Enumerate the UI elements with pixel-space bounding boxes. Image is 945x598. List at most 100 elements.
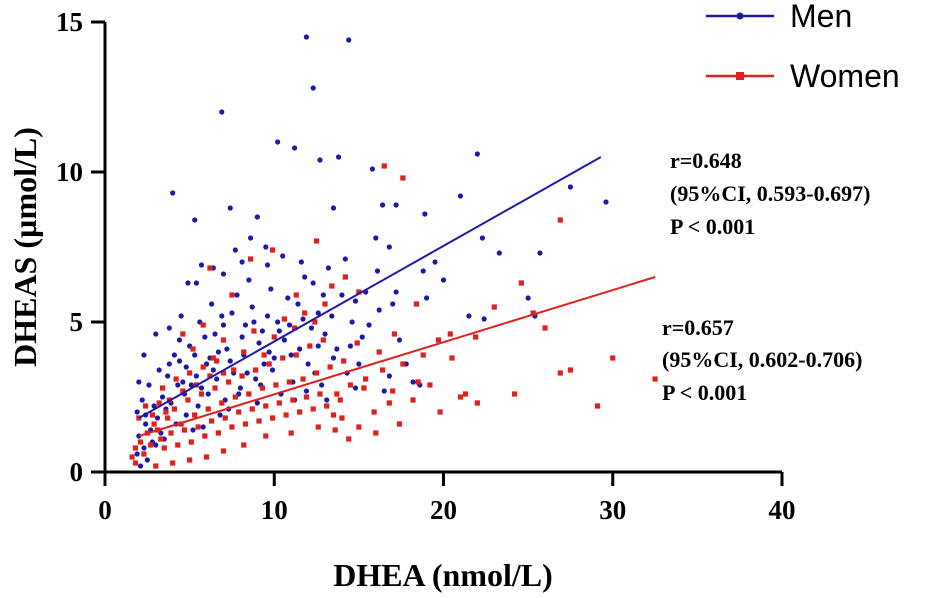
women-data-point [256,418,262,424]
men-data-point [537,250,543,256]
women-data-point [303,394,310,400]
women-data-point [151,421,157,427]
women-data-point [222,415,228,421]
women-data-point [300,376,306,382]
women-data-point [190,346,196,352]
men-data-point [381,388,387,394]
men-data-point [479,235,486,241]
women-data-point [141,451,147,457]
men-data-point [525,295,531,301]
women-data-point [188,439,194,445]
women-data-point [210,355,216,361]
women-data-point [220,370,227,376]
men-data-point [205,391,211,397]
men-data-point [366,322,372,328]
women-data-point [198,391,205,397]
men-data-point [317,157,323,163]
fit-lines [138,156,656,437]
women-data-point [143,403,149,409]
women-data-point [652,376,658,382]
women-data-point [207,265,213,271]
women-data-point [356,424,362,430]
women-data-point [241,349,247,355]
women-data-point [239,373,245,379]
women-data-point [415,379,421,385]
men-ci: (95%CI, 0.593-0.697) [670,181,870,206]
women-data-point [187,370,193,376]
women-data-point [266,361,272,367]
men-data-point [254,214,260,220]
men-data-point [298,259,304,265]
men-data-point [232,247,238,253]
women-data-point [379,367,386,373]
men-data-point [352,385,359,391]
women-data-point [449,355,455,361]
legend-men-label: Men [790,0,852,34]
men-data-point [183,364,189,370]
women-data-point [200,364,206,370]
women-data-point [215,430,221,436]
men-data-point [315,310,321,316]
women-data-point [158,436,164,442]
men-data-point [214,376,220,382]
women-data-point [462,391,469,397]
men-data-point [176,337,183,343]
men-data-point [303,388,310,394]
men-data-point [183,412,189,418]
men-data-point [285,295,291,301]
women-data-point [156,400,162,406]
men-data-point [335,154,342,160]
men-data-point [256,340,262,346]
x-tick-label: 20 [430,495,457,525]
women-data-point [320,337,326,343]
men-data-point [308,325,315,331]
women-data-point [334,391,340,397]
women-data-point [373,430,379,436]
women-data-point [396,421,403,427]
women-data-point [163,409,169,415]
men-data-point [156,367,162,373]
men-data-point [143,421,149,427]
men-data-point [185,280,191,286]
women-data-point [173,376,179,382]
women-data-point [263,433,269,439]
men-data-point [295,301,301,307]
women-data-point [269,415,276,421]
women-data-point [315,424,321,430]
women-data-point [322,301,328,307]
men-r-value: r=0.648 [670,148,742,173]
men-data-point [481,316,487,322]
women-data-point [231,367,237,373]
men-data-point [134,451,140,457]
men-data-point [166,361,172,367]
women-data-point [594,403,601,409]
women-data-point [249,406,255,412]
men-data-point [134,409,140,415]
men-data-point [349,319,355,325]
men-data-point [269,367,276,373]
men-fit-line [138,156,602,419]
women-data-point [390,388,396,394]
men-data-point [176,358,183,364]
men-data-point [268,286,274,292]
men-data-point [237,385,243,391]
women-data-point [165,415,171,421]
women-data-point [153,463,159,469]
women-data-point [232,394,238,400]
men-data-point [144,457,150,463]
men-data-point [170,190,176,196]
men-data-point [159,394,166,400]
women-data-point [518,280,524,286]
women-data-point [242,421,249,427]
men-data-point [280,253,286,259]
men-data-point [264,313,271,319]
men-data-point [303,34,310,40]
women-data-point [171,406,177,412]
men-data-point [271,355,277,361]
women-data-point [391,331,398,337]
women-data-point [132,445,139,451]
x-tick-label: 40 [769,495,796,525]
women-data-point [286,379,293,385]
men-data-point [369,166,376,172]
men-data-point [603,199,609,205]
